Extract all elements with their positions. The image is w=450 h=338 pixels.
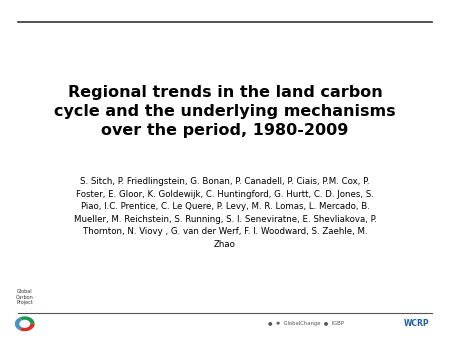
Wedge shape: [20, 324, 35, 331]
Text: S. Sitch, P. Friedlingstein, G. Bonan, P. Canadell, P. Ciais, P.M. Cox, P.
Foste: S. Sitch, P. Friedlingstein, G. Bonan, P…: [73, 177, 377, 249]
Text: ●  ✱  GlobalChange  ●  IGBP: ● ✱ GlobalChange ● IGBP: [268, 321, 344, 326]
Wedge shape: [15, 317, 22, 330]
Wedge shape: [20, 316, 35, 324]
Text: Regional trends in the land carbon
cycle and the underlying mechanisms
over the : Regional trends in the land carbon cycle…: [54, 85, 396, 138]
Text: Global
Carbon
Project: Global Carbon Project: [16, 289, 34, 305]
Text: WCRP: WCRP: [404, 319, 430, 328]
